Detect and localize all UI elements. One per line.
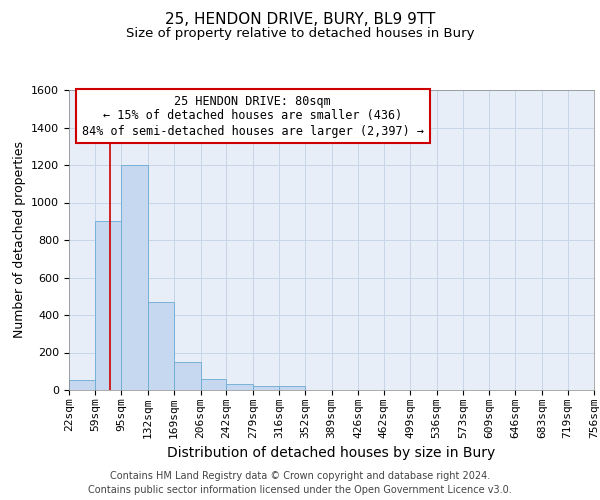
Bar	[200, 379, 226, 390]
Text: 25, HENDON DRIVE, BURY, BL9 9TT: 25, HENDON DRIVE, BURY, BL9 9TT	[165, 12, 435, 28]
Bar	[95, 221, 121, 390]
Bar	[226, 384, 253, 390]
X-axis label: Distribution of detached houses by size in Bury: Distribution of detached houses by size …	[167, 446, 496, 460]
Text: Size of property relative to detached houses in Bury: Size of property relative to detached ho…	[126, 28, 474, 40]
Bar	[279, 386, 305, 390]
Text: 25 HENDON DRIVE: 80sqm
← 15% of detached houses are smaller (436)
84% of semi-de: 25 HENDON DRIVE: 80sqm ← 15% of detached…	[82, 94, 424, 138]
Bar	[148, 302, 174, 390]
Text: Contains HM Land Registry data © Crown copyright and database right 2024.
Contai: Contains HM Land Registry data © Crown c…	[88, 471, 512, 495]
Bar	[69, 380, 95, 390]
Bar	[174, 362, 200, 390]
Bar	[121, 165, 148, 390]
Bar	[253, 386, 279, 390]
Y-axis label: Number of detached properties: Number of detached properties	[13, 142, 26, 338]
